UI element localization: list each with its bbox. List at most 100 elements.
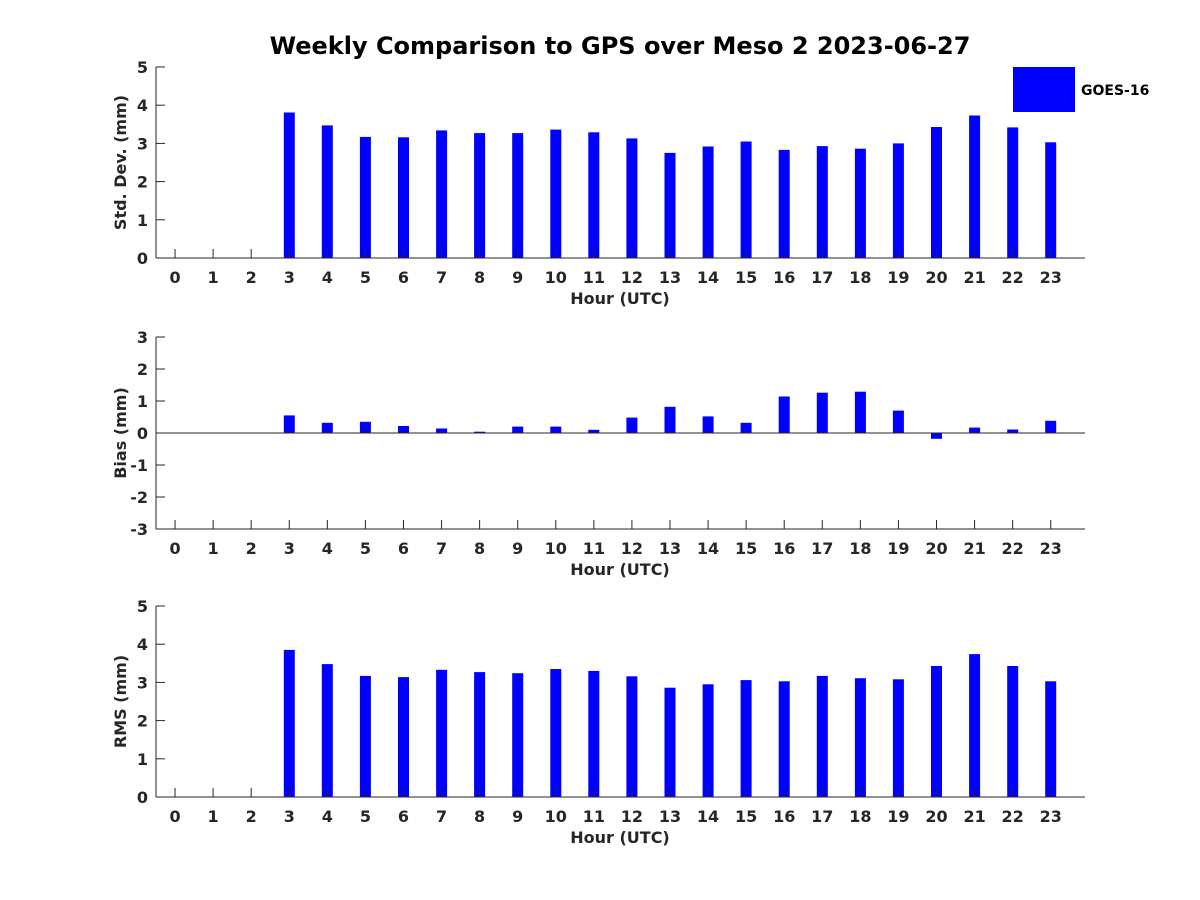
bias-ytick-label--1: -1: [130, 456, 148, 475]
bias-xtick-label-12: 12: [621, 539, 643, 558]
stddev-bar-13: [664, 152, 676, 258]
rms-bar-20: [931, 666, 942, 797]
stddev-xtick-label-20: 20: [925, 268, 947, 287]
stddev-bar-19: [892, 143, 904, 258]
rms-bar-18: [854, 678, 866, 797]
bias-bar-5: [359, 421, 371, 433]
rms-ylabel: RMS (mm): [111, 655, 130, 748]
rms-xtick-label-14: 14: [697, 807, 719, 826]
bias-bar-11: [588, 429, 600, 433]
stddev-bar-21: [969, 115, 981, 258]
stddev-xtick-label-17: 17: [811, 268, 833, 287]
rms-bar-4: [321, 664, 333, 797]
stddev-bar-20: [931, 127, 942, 258]
rms-ytick-label-3: 3: [137, 673, 148, 692]
bias-xtick-label-22: 22: [1002, 539, 1024, 558]
stddev-ytick-label-3: 3: [137, 134, 148, 153]
stddev-bar-16: [778, 149, 790, 258]
bias-xtick-label-16: 16: [773, 539, 795, 558]
bias-bar-23: [1045, 420, 1057, 433]
bias-xtick-label-8: 8: [474, 539, 485, 558]
stddev-ytick-label-2: 2: [137, 173, 148, 192]
stddev-bar-7: [436, 130, 448, 258]
stddev-xtick-label-22: 22: [1002, 268, 1024, 287]
bias-xtick-label-18: 18: [849, 539, 871, 558]
stddev-ytick-label-4: 4: [137, 96, 148, 115]
stddev-xtick-label-2: 2: [246, 268, 257, 287]
bias-ylabel: Bias (mm): [111, 387, 130, 479]
rms-ytick-label-5: 5: [137, 597, 148, 616]
bias-xtick-label-11: 11: [583, 539, 605, 558]
rms-bar-12: [626, 676, 638, 797]
stddev-bar-12: [626, 138, 638, 258]
legend-label: GOES-16: [1081, 83, 1149, 99]
bias-ytick-label-1: 1: [137, 392, 148, 411]
bias-ytick-label-2: 2: [137, 360, 148, 379]
bias-xtick-label-14: 14: [697, 539, 719, 558]
stddev-xtick-label-16: 16: [773, 268, 795, 287]
stddev-xtick-label-10: 10: [545, 268, 567, 287]
stddev-xtick-label-7: 7: [436, 268, 447, 287]
bias-xtick-label-21: 21: [963, 539, 985, 558]
stddev-xtick-label-11: 11: [583, 268, 605, 287]
rms-xtick-label-22: 22: [1002, 807, 1024, 826]
bias-xlabel: Hour (UTC): [570, 560, 670, 579]
legend: GOES-16: [1013, 67, 1149, 112]
bias-xtick-label-19: 19: [887, 539, 909, 558]
stddev-xtick-label-4: 4: [322, 268, 333, 287]
stddev-xtick-label-9: 9: [512, 268, 523, 287]
bias-ytick-label--3: -3: [130, 520, 148, 539]
stddev-xtick-label-23: 23: [1040, 268, 1062, 287]
rms-xtick-label-1: 1: [208, 807, 219, 826]
rms-xtick-label-20: 20: [925, 807, 947, 826]
rms-xtick-label-13: 13: [659, 807, 681, 826]
rms-bar-13: [664, 687, 676, 797]
rms-xtick-label-15: 15: [735, 807, 757, 826]
stddev-bar-9: [512, 133, 524, 258]
stddev-ytick-label-0: 0: [137, 249, 148, 268]
bias-bar-22: [1007, 429, 1019, 433]
stddev-ytick-label-1: 1: [137, 211, 148, 230]
bias-xtick-label-1: 1: [208, 539, 219, 558]
rms-bar-14: [702, 684, 714, 797]
stddev-xtick-label-19: 19: [887, 268, 909, 287]
bias-xtick-label-15: 15: [735, 539, 757, 558]
stddev-xtick-label-8: 8: [474, 268, 485, 287]
bias-ytick-label-0: 0: [137, 424, 148, 443]
bias-xtick-label-6: 6: [398, 539, 409, 558]
stddev-xtick-label-15: 15: [735, 268, 757, 287]
stddev-bar-4: [321, 125, 333, 259]
bias-ytick-label-3: 3: [137, 328, 148, 347]
rms-bar-7: [436, 669, 448, 797]
bias-bar-4: [321, 422, 333, 433]
bias-ytick-label--2: -2: [130, 488, 148, 507]
rms-xtick-label-4: 4: [322, 807, 333, 826]
rms-xtick-label-11: 11: [583, 807, 605, 826]
rms-bar-6: [398, 677, 409, 797]
rms-bar-23: [1045, 681, 1057, 797]
rms-xtick-label-9: 9: [512, 807, 523, 826]
stddev-xtick-label-3: 3: [284, 268, 295, 287]
stddev-xtick-label-5: 5: [360, 268, 371, 287]
rms-bar-3: [283, 649, 295, 797]
bias-bar-14: [702, 416, 714, 433]
rms-xtick-label-23: 23: [1040, 807, 1062, 826]
rms-xtick-label-0: 0: [169, 807, 180, 826]
bias-bar-17: [816, 392, 828, 433]
stddev-xtick-label-1: 1: [208, 268, 219, 287]
bias-bar-19: [892, 410, 904, 433]
bias-xtick-label-7: 7: [436, 539, 447, 558]
bias-bar-21: [969, 427, 981, 433]
bias-xtick-label-20: 20: [925, 539, 947, 558]
bias-bar-20: [931, 433, 942, 439]
bias-bar-6: [398, 426, 409, 433]
stddev-xtick-label-21: 21: [963, 268, 985, 287]
legend-swatch: [1013, 67, 1075, 112]
bias-bar-13: [664, 406, 676, 433]
rms-xtick-label-12: 12: [621, 807, 643, 826]
rms-xtick-label-17: 17: [811, 807, 833, 826]
stddev-ytick-label-5: 5: [137, 58, 148, 77]
rms-bar-22: [1007, 666, 1019, 797]
